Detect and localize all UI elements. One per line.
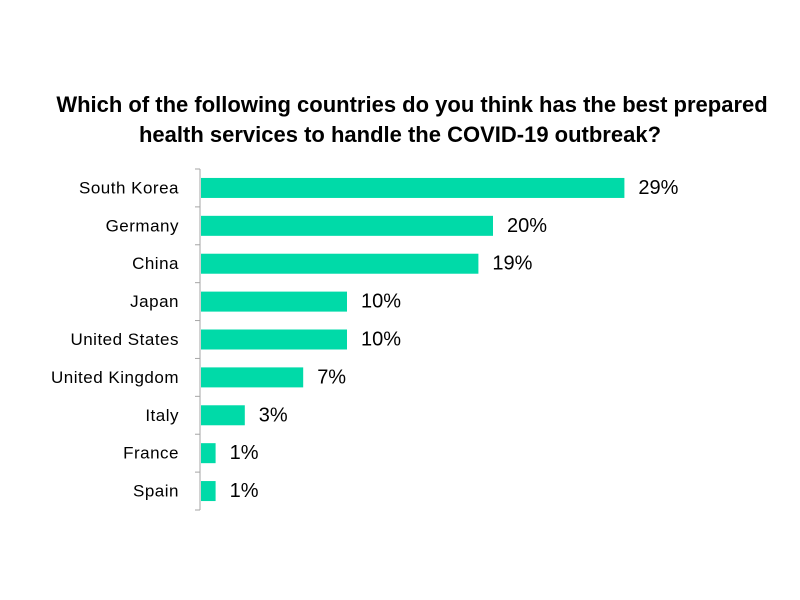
value-label: 10% [361, 291, 401, 313]
bar-south-korea [201, 177, 625, 198]
bar-united-states [201, 329, 347, 350]
value-label: 1% [230, 442, 259, 464]
bar-france [201, 443, 216, 464]
category-label: United States [70, 330, 179, 349]
value-label: 1% [230, 480, 259, 502]
value-label: 10% [361, 329, 401, 351]
value-label: 3% [259, 404, 288, 426]
category-label: United Kingdom [51, 368, 179, 387]
bar-united-kingdom [201, 367, 304, 388]
category-label: Japan [130, 292, 179, 311]
value-label: 7% [317, 366, 346, 388]
value-label: 20% [507, 215, 547, 237]
category-label: Italy [145, 406, 179, 425]
category-label: South Korea [79, 178, 179, 197]
category-label: Spain [133, 482, 179, 501]
category-label: Germany [106, 216, 179, 235]
value-label: 29% [638, 177, 678, 199]
chart-title-line-2: health services to handle the COVID-19 o… [138, 122, 662, 147]
value-label: 19% [492, 253, 532, 275]
bar-italy [201, 405, 245, 426]
chart-title-line-1: Which of the following countries do you … [56, 92, 768, 117]
category-label: France [123, 444, 179, 463]
bar-germany [201, 215, 493, 236]
bar-spain [201, 481, 216, 502]
bar-japan [201, 291, 347, 312]
bar-china [201, 253, 479, 274]
category-label: China [132, 254, 179, 273]
